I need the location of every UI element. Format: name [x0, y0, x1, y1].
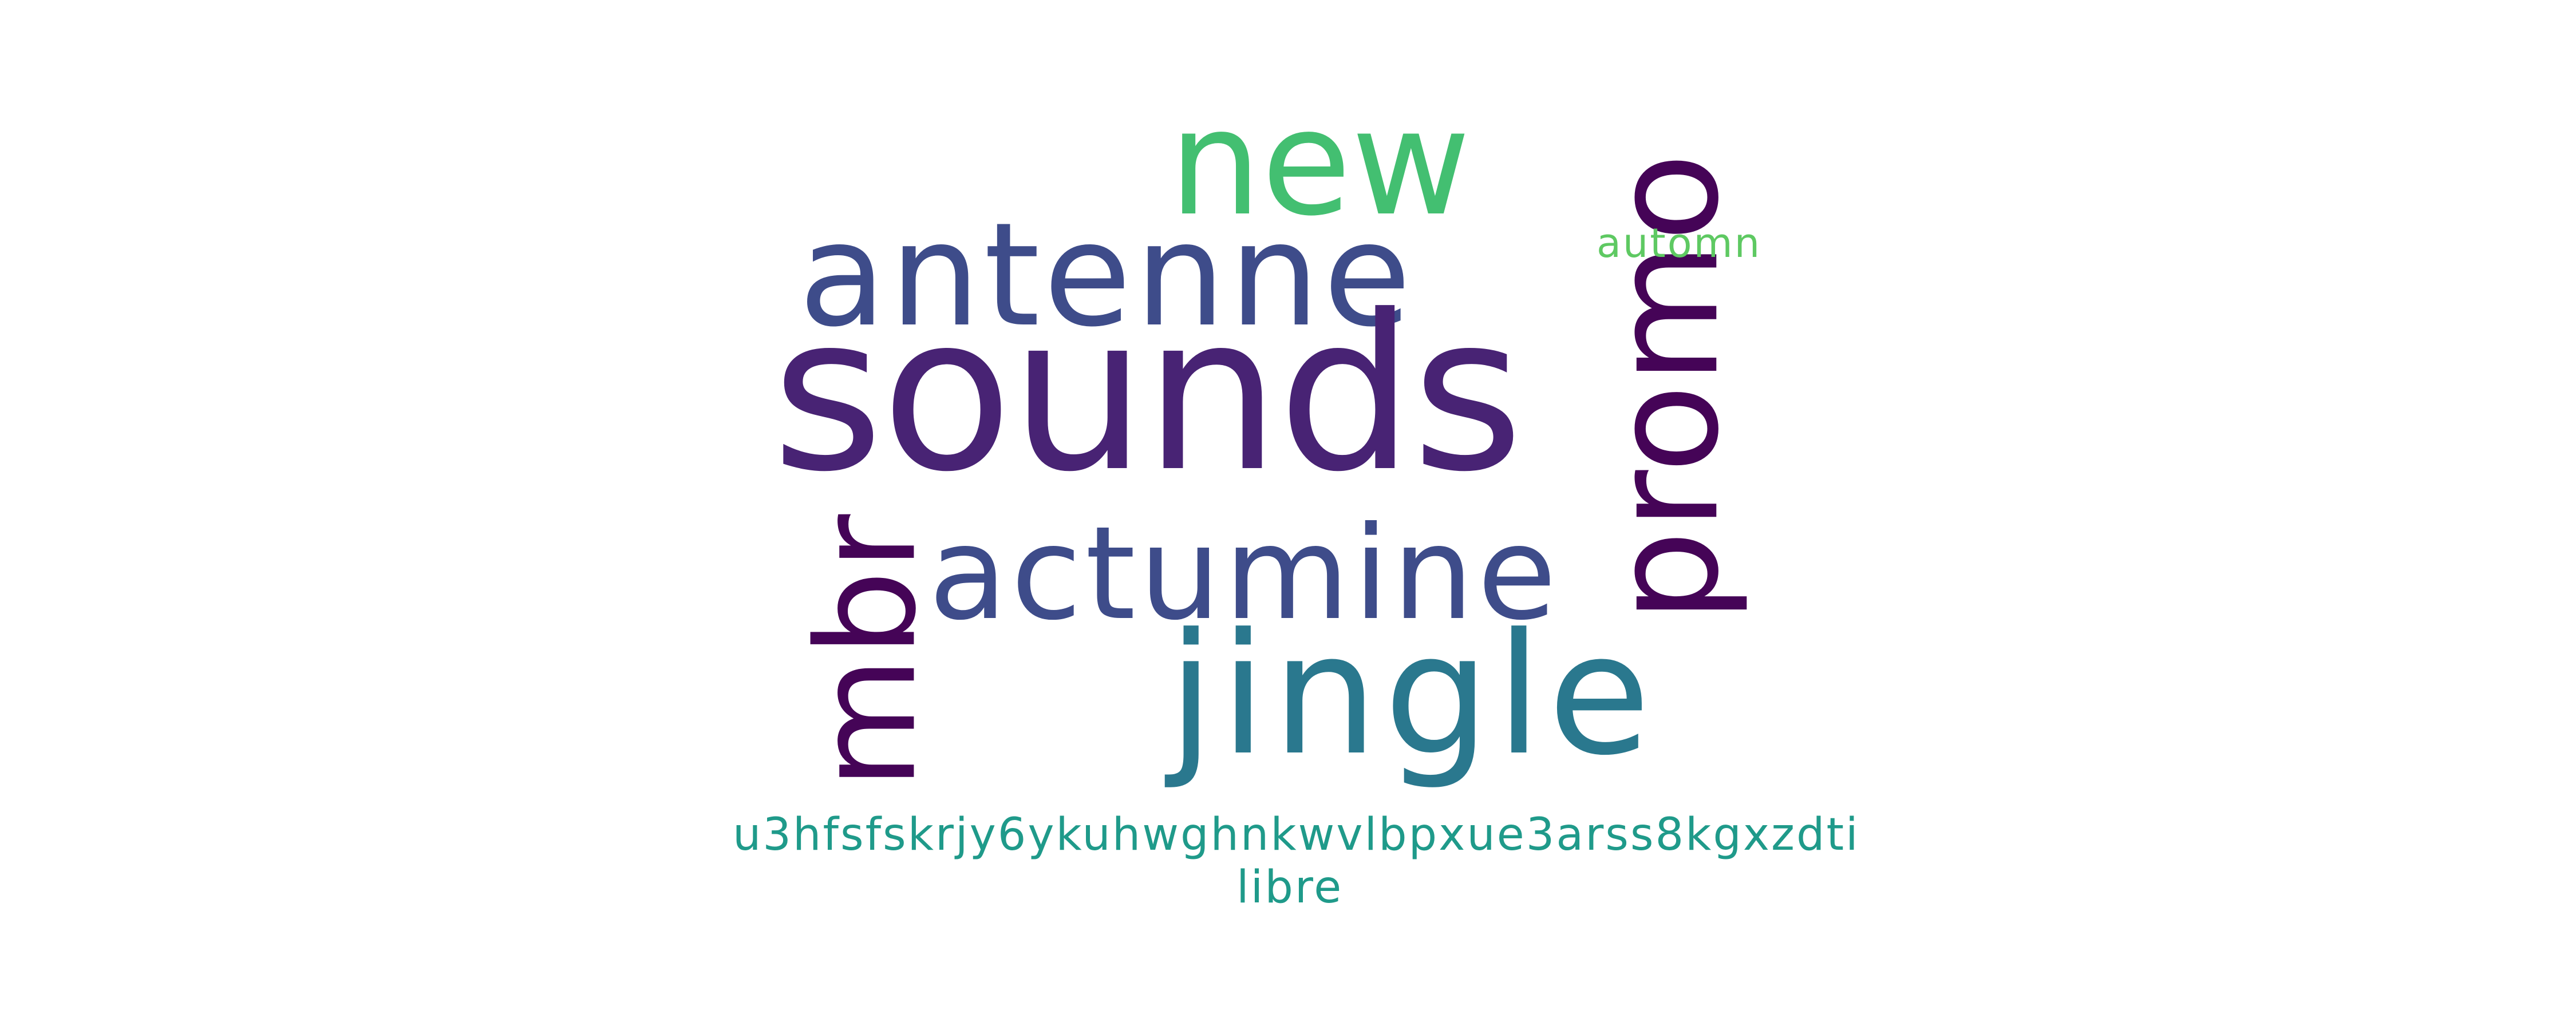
- word-new: new: [1169, 78, 1471, 248]
- word-sounds: sounds: [772, 270, 1524, 519]
- word-random-string: u3hfsfskrjy6ykuhwghnkwvlbpxue3arss8kgxzd…: [733, 809, 1860, 861]
- word-antenne: antenne: [799, 192, 1415, 358]
- word-jingle: jingle: [1168, 597, 1657, 792]
- word-actumine: actumine: [929, 499, 1560, 649]
- word-libre: libre: [1236, 862, 1344, 913]
- word-automn: automn: [1597, 220, 1762, 267]
- word-mbr: mbr: [788, 514, 947, 790]
